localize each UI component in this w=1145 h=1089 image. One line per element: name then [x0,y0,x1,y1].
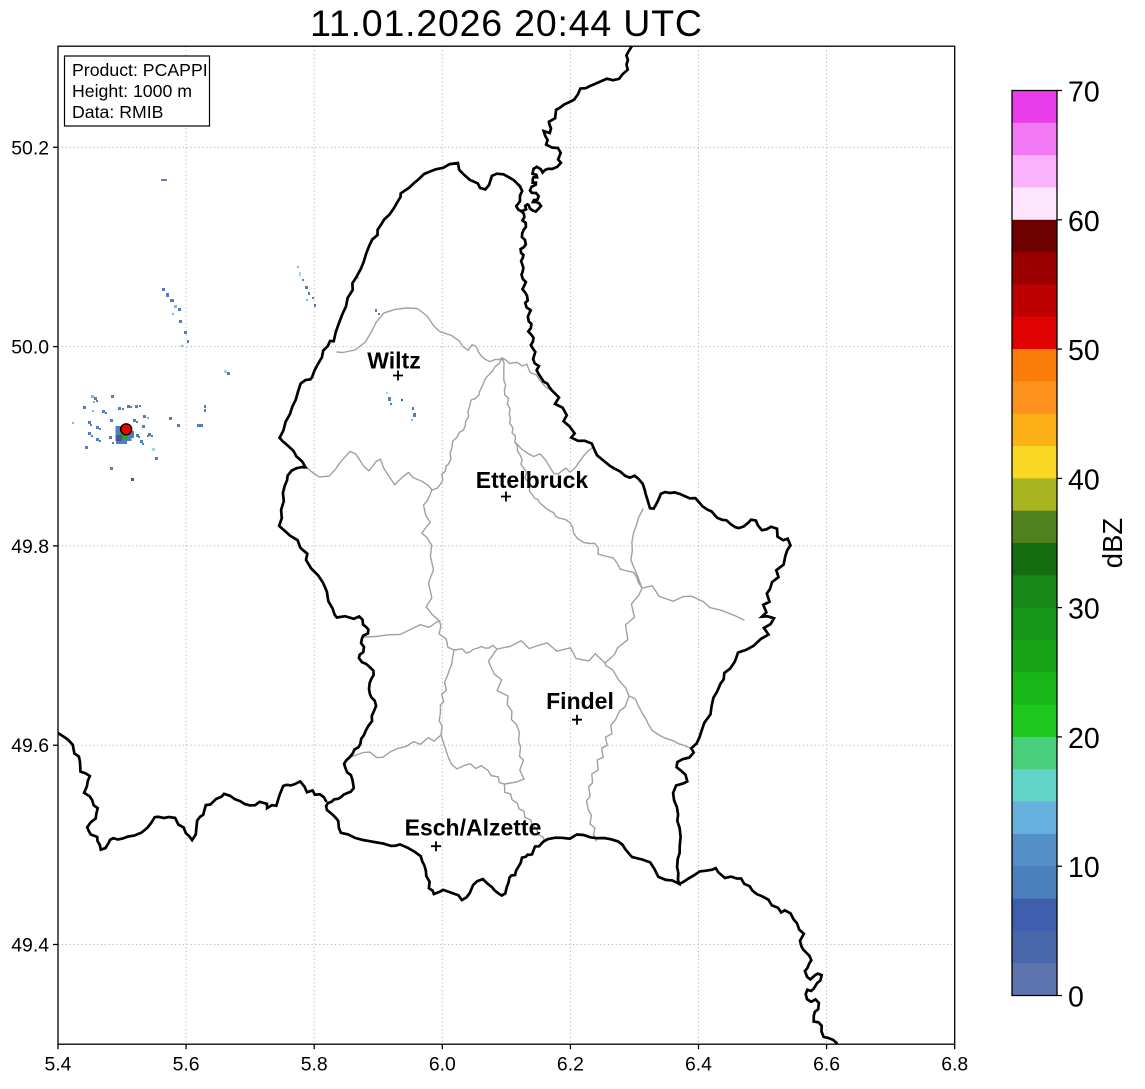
svg-text:Height: 1000 m: Height: 1000 m [72,81,192,101]
svg-text:Product: PCAPPI: Product: PCAPPI [72,60,208,80]
svg-text:6.0: 6.0 [429,1054,456,1076]
svg-text:60: 60 [1068,206,1100,238]
svg-text:50: 50 [1068,335,1100,367]
svg-text:70: 70 [1068,77,1100,109]
svg-text:6.6: 6.6 [813,1054,840,1076]
svg-text:49.4: 49.4 [11,935,49,957]
svg-text:11.01.2026 20:44 UTC: 11.01.2026 20:44 UTC [310,2,703,44]
svg-text:5.6: 5.6 [173,1054,200,1076]
svg-text:49.6: 49.6 [11,735,49,757]
svg-text:5.4: 5.4 [45,1054,72,1076]
svg-text:Findel: Findel [546,688,614,714]
svg-text:0: 0 [1068,982,1084,1014]
svg-text:dBZ: dBZ [1097,518,1128,568]
svg-text:10: 10 [1068,852,1100,884]
svg-text:30: 30 [1068,594,1100,626]
svg-text:6.4: 6.4 [685,1054,712,1076]
svg-text:20: 20 [1068,723,1100,755]
svg-text:6.8: 6.8 [941,1054,968,1076]
svg-text:5.8: 5.8 [301,1054,328,1076]
svg-text:40: 40 [1068,464,1100,496]
svg-text:50.0: 50.0 [11,337,49,359]
svg-text:Esch/Alzette: Esch/Alzette [405,815,542,841]
svg-text:6.2: 6.2 [557,1054,584,1076]
svg-text:Ettelbruck: Ettelbruck [476,467,589,493]
svg-text:50.2: 50.2 [11,137,49,159]
svg-text:49.8: 49.8 [11,536,49,558]
svg-text:Data: RMIB: Data: RMIB [72,102,163,122]
svg-text:Wiltz: Wiltz [367,348,420,374]
